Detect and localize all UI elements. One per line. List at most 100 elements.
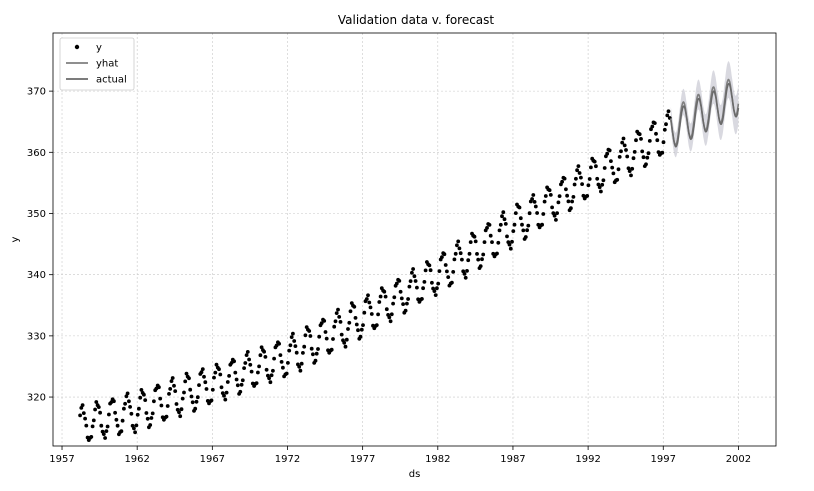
data-point: [334, 311, 339, 315]
y-tick-label: 350: [27, 209, 46, 220]
data-point: [510, 239, 514, 244]
data-point: [122, 406, 126, 411]
data-point: [377, 300, 382, 304]
data-point: [123, 401, 127, 406]
data-point: [406, 297, 410, 301]
data-point: [430, 280, 434, 285]
data-point: [610, 165, 615, 170]
data-point: [435, 286, 439, 291]
data-point: [287, 348, 292, 353]
data-point: [662, 127, 667, 132]
data-point: [467, 251, 472, 256]
data-point: [462, 272, 467, 276]
data-point: [293, 344, 298, 348]
data-point: [358, 334, 363, 339]
data-point: [496, 240, 501, 245]
data-point: [455, 243, 459, 248]
data-point: [189, 394, 194, 399]
data-point: [316, 347, 320, 351]
data-point: [595, 176, 600, 181]
data-point: [585, 194, 590, 198]
data-point: [113, 410, 117, 415]
data-point: [388, 319, 393, 324]
data-point: [366, 293, 370, 298]
data-point: [518, 216, 523, 221]
x-axis-label: ds: [409, 469, 421, 480]
x-tick-label: 1967: [200, 454, 225, 465]
data-point: [93, 407, 97, 412]
data-point: [616, 167, 621, 172]
data-point: [264, 367, 269, 372]
data-point: [222, 393, 226, 398]
data-point: [556, 200, 561, 205]
data-point: [332, 324, 337, 329]
uncertainty-band: [670, 61, 739, 158]
data-point: [513, 211, 518, 216]
data-point: [289, 335, 294, 339]
data-point: [243, 361, 248, 365]
data-point: [575, 168, 579, 173]
data-point: [490, 240, 494, 245]
data-point: [114, 417, 119, 422]
data-point: [378, 294, 383, 299]
data-point: [242, 366, 247, 370]
data-point: [356, 328, 360, 333]
data-point: [407, 284, 412, 289]
data-point: [620, 140, 625, 145]
forecast-lines: [670, 78, 740, 148]
x-axis-ticks: 1957 1962 1967 1972 1977 1982 1987 1992 1997 2002: [49, 446, 751, 465]
data-point: [579, 175, 583, 180]
data-point: [239, 382, 244, 387]
data-point: [403, 308, 408, 313]
data-point: [523, 235, 528, 239]
data-point: [362, 310, 367, 315]
data-point: [505, 234, 509, 239]
data-point: [625, 154, 630, 159]
data-point: [586, 183, 591, 188]
data-point: [203, 380, 208, 385]
data-point: [172, 383, 176, 388]
data-point: [361, 323, 365, 327]
x-tick-label: 1982: [425, 454, 450, 465]
data-point: [217, 367, 221, 372]
data-point: [91, 418, 96, 423]
x-tick-label: 1992: [575, 454, 600, 465]
y-series-points: [78, 109, 672, 442]
data-point: [344, 337, 349, 342]
data-point: [594, 164, 598, 169]
data-point: [611, 171, 616, 176]
data-point: [182, 390, 186, 395]
x-tick-label: 1987: [500, 454, 525, 465]
data-point: [245, 350, 250, 354]
data-point: [152, 399, 156, 404]
data-point: [580, 182, 584, 187]
data-point: [333, 319, 338, 324]
data-point: [605, 151, 610, 156]
data-point: [457, 246, 462, 251]
data-point: [624, 148, 628, 152]
data-point: [466, 258, 471, 263]
actual-line: [670, 82, 740, 148]
data-point: [277, 341, 281, 346]
data-point: [557, 194, 562, 199]
data-point: [508, 246, 513, 251]
data-point: [168, 387, 173, 391]
data-point: [511, 229, 516, 234]
data-point: [83, 416, 87, 421]
data-point: [134, 423, 139, 428]
data-point: [302, 344, 307, 349]
data-point: [317, 334, 322, 339]
data-point: [520, 222, 524, 227]
data-point: [644, 162, 648, 167]
data-point: [129, 411, 134, 416]
data-point: [132, 426, 136, 431]
data-point: [258, 353, 263, 358]
data-point: [473, 239, 478, 244]
legend-label-yhat: yhat: [96, 59, 118, 70]
data-point: [562, 176, 567, 181]
y-tick-label: 370: [27, 87, 46, 98]
data-point: [660, 150, 665, 155]
data-point: [475, 252, 479, 256]
data-point: [224, 390, 229, 395]
data-point: [460, 257, 464, 262]
